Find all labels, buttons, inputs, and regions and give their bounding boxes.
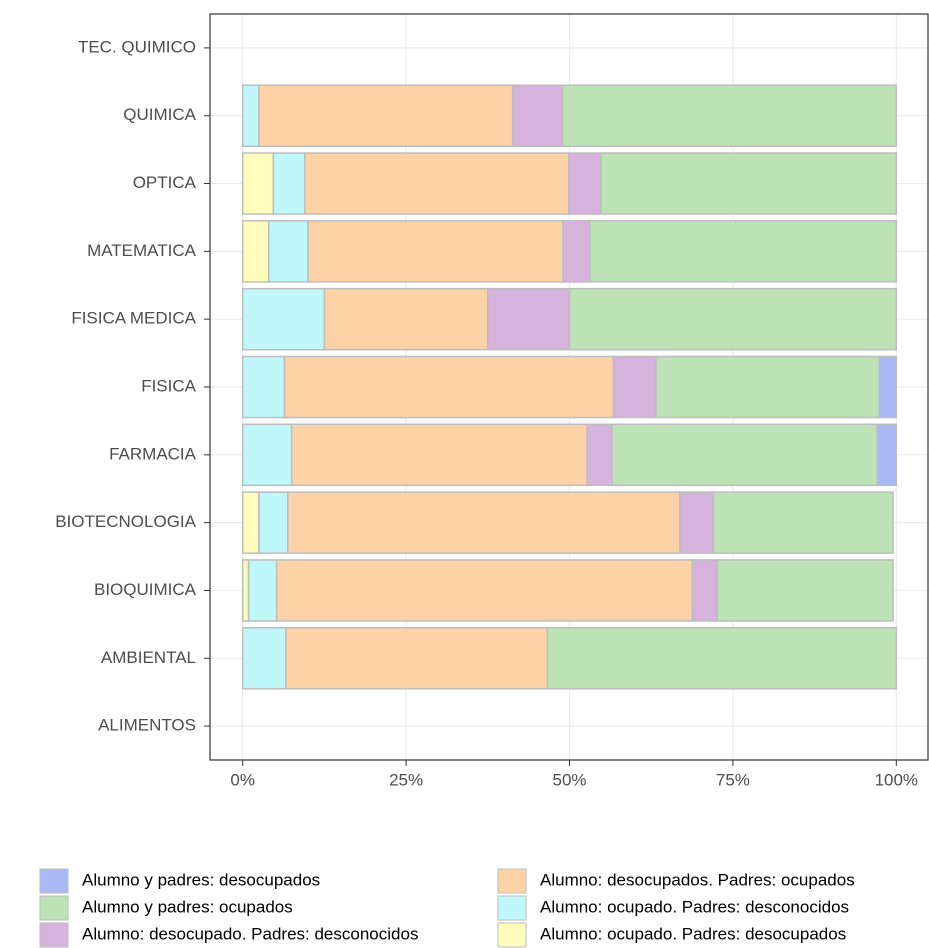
bar-segment xyxy=(612,355,657,419)
bar-segment xyxy=(241,287,326,351)
bar-segment xyxy=(546,627,898,690)
bar-segment xyxy=(241,220,270,283)
bar-segment xyxy=(679,491,715,554)
y-tick-label: QUIMICA xyxy=(123,105,196,124)
bar-segment xyxy=(323,287,489,351)
y-tick-label: ALIMENTOS xyxy=(98,716,196,735)
bar-segment xyxy=(307,220,564,283)
bar-segment xyxy=(304,152,570,215)
bar-segment xyxy=(487,287,571,351)
y-tick-label: AMBIENTAL xyxy=(101,648,196,667)
bar-segment xyxy=(268,220,309,283)
panel-border xyxy=(209,13,929,761)
y-tick-label: BIOQUIMICA xyxy=(94,580,197,599)
legend-swatch xyxy=(39,922,69,948)
x-tick-label: 75% xyxy=(716,770,750,789)
bar-segment xyxy=(283,355,615,419)
bar-segment xyxy=(241,152,275,215)
bar-segment xyxy=(655,355,881,419)
x-tick-label: 100% xyxy=(875,770,918,789)
y-tick-label: MATEMATICA xyxy=(87,241,197,260)
bar-segment xyxy=(272,152,306,215)
bar-segment xyxy=(241,355,286,419)
legend-label: Alumno: desocupado. Padres: desconocidos xyxy=(82,924,418,943)
legend-label: Alumno: ocupado. Padres: desocupados xyxy=(540,924,846,943)
x-tick-label: 50% xyxy=(552,770,586,789)
bar-segment xyxy=(241,559,250,622)
bar-segment xyxy=(611,423,879,487)
legend-swatch xyxy=(39,895,69,921)
bar-segment xyxy=(716,559,894,622)
bar-segment xyxy=(287,491,681,554)
legend-label: Alumno y padres: desocupados xyxy=(82,870,320,889)
bar-segment xyxy=(241,627,287,690)
bar-segment xyxy=(241,423,293,487)
legend-label: Alumno y padres: ocupados xyxy=(82,897,293,916)
bar-segment xyxy=(589,220,898,283)
bar-segment xyxy=(241,84,260,147)
y-tick-label: BIOTECNOLOGIA xyxy=(55,512,196,531)
legend-swatch xyxy=(497,895,527,921)
bar-segment xyxy=(241,491,260,554)
bar-segment xyxy=(511,84,564,147)
bar-segment xyxy=(258,84,514,147)
bar-segment xyxy=(285,627,549,690)
x-tick-label: 25% xyxy=(389,770,423,789)
bar-segment xyxy=(568,152,602,215)
bar-segment xyxy=(600,152,898,215)
legend-swatch xyxy=(497,868,527,894)
bar-segment xyxy=(258,491,289,554)
bar-segment xyxy=(691,559,718,622)
bar-segment xyxy=(876,423,898,487)
legend-label: Alumno: desocupados. Padres: ocupados xyxy=(540,870,855,889)
bar-segment xyxy=(562,220,591,283)
bar-segment xyxy=(712,491,894,554)
bar-segment xyxy=(290,423,588,487)
legend-label: Alumno: ocupado. Padres: desconocidos xyxy=(540,897,849,916)
y-tick-label: FARMACIA xyxy=(109,444,197,463)
bar-segment xyxy=(275,559,694,622)
legend-swatch xyxy=(39,868,69,894)
legend-swatch xyxy=(497,922,527,948)
bar-segment xyxy=(247,559,278,622)
y-tick-label: FISICA xyxy=(141,376,196,395)
x-tick-label: 0% xyxy=(230,770,255,789)
bar-segment xyxy=(878,355,898,419)
bar-segment xyxy=(561,84,898,147)
y-tick-label: OPTICA xyxy=(133,173,197,192)
y-tick-label: FISICA MEDICA xyxy=(71,309,196,328)
bar-segment xyxy=(568,287,898,351)
y-tick-label: TEC. QUIMICO xyxy=(78,37,196,56)
bar-segment xyxy=(586,423,613,487)
